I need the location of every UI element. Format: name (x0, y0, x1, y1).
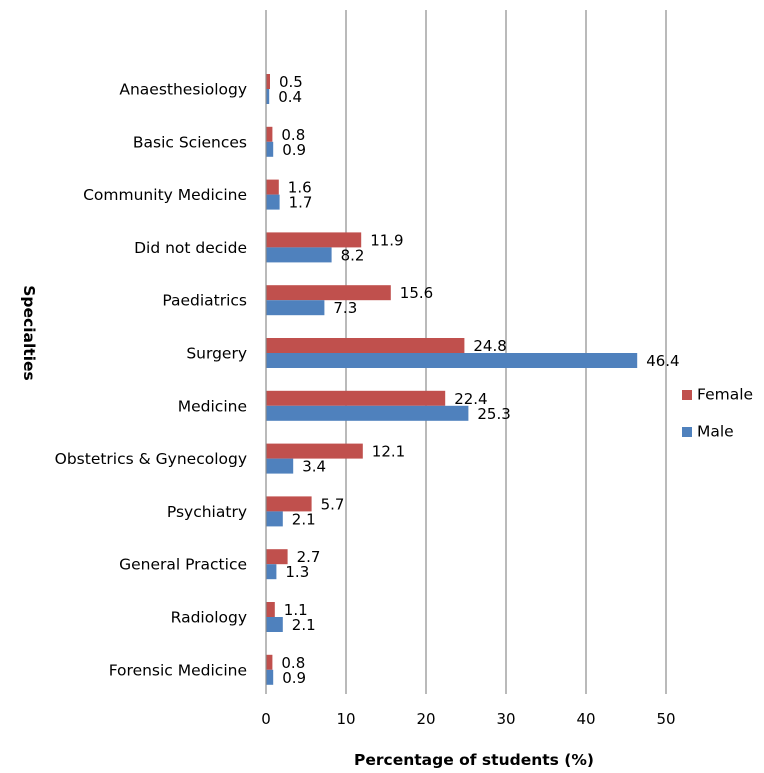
value-label-male: 3.4 (302, 458, 326, 476)
category-label: Surgery (186, 345, 247, 363)
value-label-male: 7.3 (333, 299, 357, 317)
bar-female (266, 654, 273, 670)
x-axis-title: Percentage of students (%) (354, 751, 594, 769)
bar-female (266, 496, 312, 512)
bars-group (266, 74, 638, 685)
category-label: Medicine (178, 397, 247, 415)
value-label-male: 2.1 (292, 510, 316, 528)
value-label-male: 0.9 (282, 141, 306, 159)
category-label: Community Medicine (83, 186, 247, 204)
bar-female (266, 443, 363, 459)
bar-female (266, 390, 446, 406)
bar-male (266, 669, 274, 685)
value-label-male: 0.9 (282, 669, 306, 687)
legend-swatch-male (682, 427, 692, 437)
value-label-male: 8.2 (341, 246, 365, 264)
legend-label-female: Female (697, 386, 753, 404)
category-labels: Anaesthesiology Basic Sciences Community M… (55, 81, 247, 680)
bar-female (266, 602, 275, 617)
bar-male (266, 89, 270, 104)
value-label-female: 0.8 (281, 126, 305, 144)
bar-female (266, 179, 279, 195)
category-label: Radiology (171, 609, 247, 627)
value-label-male: 46.4 (646, 352, 679, 370)
bar-male (266, 141, 274, 157)
value-label-female: 1.6 (288, 179, 312, 197)
value-label-female: 11.9 (370, 231, 403, 249)
x-tick-labels: 0 10 20 30 40 50 (261, 710, 675, 728)
value-label-male: 25.3 (477, 405, 510, 423)
legend-label-male: Male (697, 423, 734, 441)
value-label-male: 1.3 (285, 563, 309, 581)
legend-swatch-female (682, 390, 692, 400)
category-label: Forensic Medicine (109, 661, 247, 679)
value-label-male: 0.4 (278, 88, 302, 106)
category-label: Psychiatry (167, 503, 247, 521)
value-label-female: 22.4 (454, 390, 487, 408)
bar-male (266, 247, 332, 263)
value-label-female: 5.7 (321, 495, 345, 513)
bar-male (266, 300, 325, 316)
bar-female (266, 285, 391, 301)
category-label: General Practice (119, 556, 247, 574)
value-label-female: 0.5 (279, 73, 303, 91)
bar-male (266, 458, 294, 474)
bar-female (266, 338, 465, 353)
category-label: Basic Sciences (133, 133, 247, 151)
value-label-male: 2.1 (292, 616, 316, 634)
value-label-female: 2.7 (297, 548, 321, 566)
value-labels: 0.50.40.80.91.61.711.98.215.67.324.846.4… (278, 73, 679, 687)
category-label: Anaesthesiology (119, 81, 247, 99)
value-label-male: 1.7 (289, 194, 313, 212)
x-tick-label: 50 (656, 710, 675, 728)
value-label-female: 24.8 (473, 337, 506, 355)
category-label: Obstetrics & Gynecology (55, 450, 247, 468)
y-axis-title: Specialties (20, 285, 38, 381)
grid-lines (345, 10, 667, 694)
bar-male (266, 617, 283, 632)
bar-male (266, 353, 638, 368)
value-label-female: 1.1 (284, 601, 308, 619)
bar-male (266, 194, 280, 210)
x-tick-label: 30 (496, 710, 515, 728)
x-tick-label: 0 (261, 710, 271, 728)
category-label: Did not decide (134, 239, 247, 257)
x-tick-label: 20 (416, 710, 435, 728)
category-label: Paediatrics (162, 292, 247, 310)
bar-male (266, 564, 277, 580)
x-tick-label: 40 (576, 710, 595, 728)
value-label-female: 15.6 (400, 284, 433, 302)
bar-female (266, 549, 288, 565)
value-label-female: 12.1 (372, 443, 405, 461)
bar-female (266, 126, 273, 142)
bar-male (266, 511, 283, 527)
value-label-female: 0.8 (281, 654, 305, 672)
x-tick-label: 10 (336, 710, 355, 728)
bar-male (266, 405, 469, 421)
bar-female (266, 74, 270, 89)
legend: Female Male (682, 386, 753, 441)
bar-female (266, 232, 362, 248)
